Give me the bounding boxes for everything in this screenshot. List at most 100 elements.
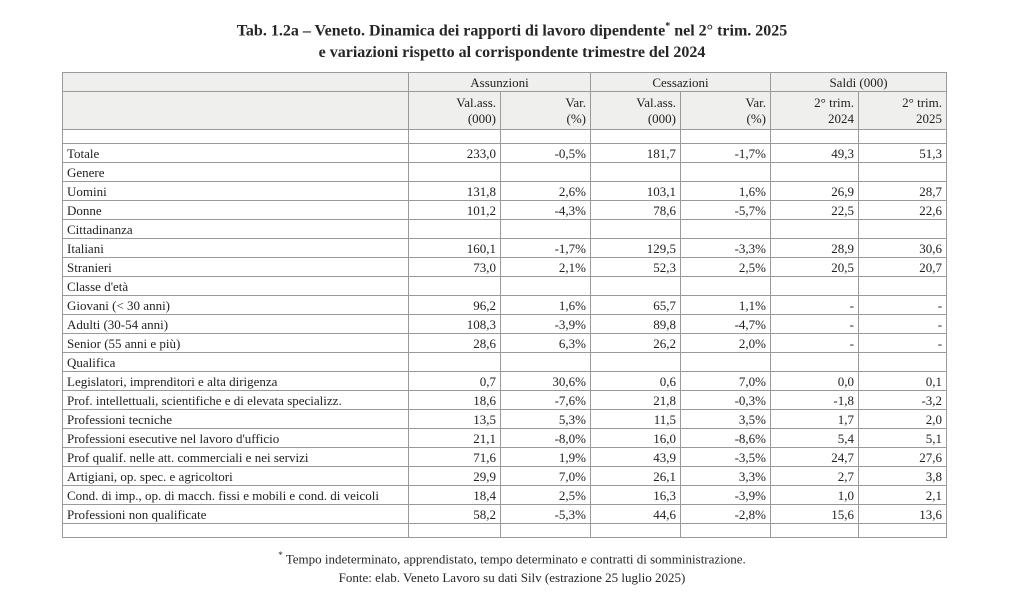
- cell-value: -3,9%: [679, 485, 772, 506]
- cell-value: 11,5: [590, 409, 681, 430]
- footnote-marker: *: [278, 550, 283, 561]
- cell-value: 24,7: [770, 447, 860, 468]
- sub-header-assunzioni-valass: Val.ass. (000): [408, 91, 501, 131]
- cell-value: -1,8: [770, 390, 860, 411]
- cell-value: 2,1: [858, 485, 948, 506]
- cell-value: 26,2: [590, 333, 681, 354]
- cell-value: [408, 129, 501, 145]
- cell-value: [679, 129, 772, 145]
- row-label: [62, 129, 409, 145]
- cell-value: 0,0: [770, 371, 860, 392]
- row-label: Totale: [62, 143, 409, 164]
- cell-value: [679, 219, 772, 240]
- cell-value: 1,6%: [679, 181, 772, 202]
- sub-header-row: Val.ass. (000) Var. (%) Val.ass. (000) Var.…: [62, 91, 948, 131]
- sub-header-saldi-2025: 2° trim. 2025: [858, 91, 948, 131]
- cell-value: [679, 352, 772, 373]
- cell-value: [408, 523, 501, 539]
- cell-value: 13,5: [408, 409, 501, 430]
- cell-value: [500, 276, 591, 297]
- cell-value: 131,8: [408, 181, 501, 202]
- table-row: Giovani (< 30 anni) 96,2 1,6% 65,7 1,1% - -: [62, 295, 948, 316]
- cell-value: [679, 162, 772, 183]
- cell-value: 0,1: [858, 371, 948, 392]
- cell-value: [858, 219, 948, 240]
- cell-value: [408, 162, 501, 183]
- cell-value: -8,6%: [679, 428, 772, 449]
- row-label: Prof qualif. nelle att. commerciali e ne…: [62, 447, 409, 468]
- cell-value: 16,3: [590, 485, 681, 506]
- cell-value: 16,0: [590, 428, 681, 449]
- cell-value: [590, 276, 681, 297]
- table-row: Professioni esecutive nel lavoro d'uffic…: [62, 428, 948, 449]
- group-header-row: Assunzioni Cessazioni Saldi (000): [62, 72, 948, 93]
- cell-value: 43,9: [590, 447, 681, 468]
- row-label: Professioni tecniche: [62, 409, 409, 430]
- cell-value: 52,3: [590, 257, 681, 278]
- cell-value: 30,6%: [500, 371, 591, 392]
- cell-value: 1,6%: [500, 295, 591, 316]
- cell-value: 96,2: [408, 295, 501, 316]
- cell-value: [500, 219, 591, 240]
- row-label: Artigiani, op. spec. e agricoltori: [62, 466, 409, 487]
- cell-value: [858, 129, 948, 145]
- cell-value: -3,3%: [679, 238, 772, 259]
- footnote-source: Fonte: elab. Veneto Lavoro su dati Silv …: [338, 569, 686, 585]
- cell-value: 21,8: [590, 390, 681, 411]
- cell-value: -5,3%: [500, 504, 591, 525]
- cell-value: -: [858, 314, 948, 335]
- table-row: Cond. di imp., op. di macch. fissi e mob…: [62, 485, 948, 506]
- row-label: Italiani: [62, 238, 409, 259]
- cell-value: [590, 129, 681, 145]
- table-title: Tab. 1.2a – Veneto. Dinamica dei rapport…: [0, 16, 1024, 64]
- cell-value: 51,3: [858, 143, 948, 164]
- row-label: Cittadinanza: [62, 219, 409, 240]
- cell-value: 2,5%: [500, 485, 591, 506]
- cell-value: [770, 523, 860, 539]
- cell-value: [770, 219, 860, 240]
- cell-value: [770, 276, 860, 297]
- cell-value: 1,0: [770, 485, 860, 506]
- cell-value: -8,0%: [500, 428, 591, 449]
- cell-value: 28,6: [408, 333, 501, 354]
- cell-value: 73,0: [408, 257, 501, 278]
- section-row: Cittadinanza: [62, 219, 948, 240]
- statistics-table: Assunzioni Cessazioni Saldi (000) Val.as…: [62, 72, 948, 539]
- cell-value: -1,7%: [679, 143, 772, 164]
- table-row: Legislatori, imprenditori e alta dirigen…: [62, 371, 948, 392]
- row-label: [62, 523, 409, 539]
- row-label: Prof. intellettuali, scientifiche e di e…: [62, 390, 409, 411]
- cell-value: 21,1: [408, 428, 501, 449]
- group-header-saldi: Saldi (000): [770, 72, 948, 93]
- cell-value: 71,6: [408, 447, 501, 468]
- row-label: Qualifica: [62, 352, 409, 373]
- sub-header-cessazioni-valass: Val.ass. (000): [590, 91, 681, 131]
- row-label: Uomini: [62, 181, 409, 202]
- row-label: Cond. di imp., op. di macch. fissi e mob…: [62, 485, 409, 506]
- table-row: Uomini 131,8 2,6% 103,1 1,6% 26,9 28,7: [62, 181, 948, 202]
- cell-value: 1,7: [770, 409, 860, 430]
- row-label: Stranieri: [62, 257, 409, 278]
- cell-value: -3,9%: [500, 314, 591, 335]
- row-label: Donne: [62, 200, 409, 221]
- cell-value: [858, 162, 948, 183]
- title-line-1: Tab. 1.2a – Veneto. Dinamica dei rapport…: [236, 21, 788, 40]
- row-label: Classe d'età: [62, 276, 409, 297]
- cell-value: [408, 276, 501, 297]
- row-label: Genere: [62, 162, 409, 183]
- cell-value: [500, 523, 591, 539]
- table-row: Prof. intellettuali, scientifiche e di e…: [62, 390, 948, 411]
- cell-value: [590, 219, 681, 240]
- cell-value: 1,9%: [500, 447, 591, 468]
- cell-value: [500, 129, 591, 145]
- cell-value: 5,3%: [500, 409, 591, 430]
- row-label: Adulti (30-54 anni): [62, 314, 409, 335]
- cell-value: 108,3: [408, 314, 501, 335]
- footnote-definition: * Tempo indeterminato, apprendistato, te…: [278, 550, 746, 567]
- cell-value: 28,9: [770, 238, 860, 259]
- section-row: Qualifica: [62, 352, 948, 373]
- cell-value: 78,6: [590, 200, 681, 221]
- cell-value: -: [858, 295, 948, 316]
- cell-value: [679, 276, 772, 297]
- table-row: Professioni non qualificate 58,2 -5,3% 44,6…: [62, 504, 948, 525]
